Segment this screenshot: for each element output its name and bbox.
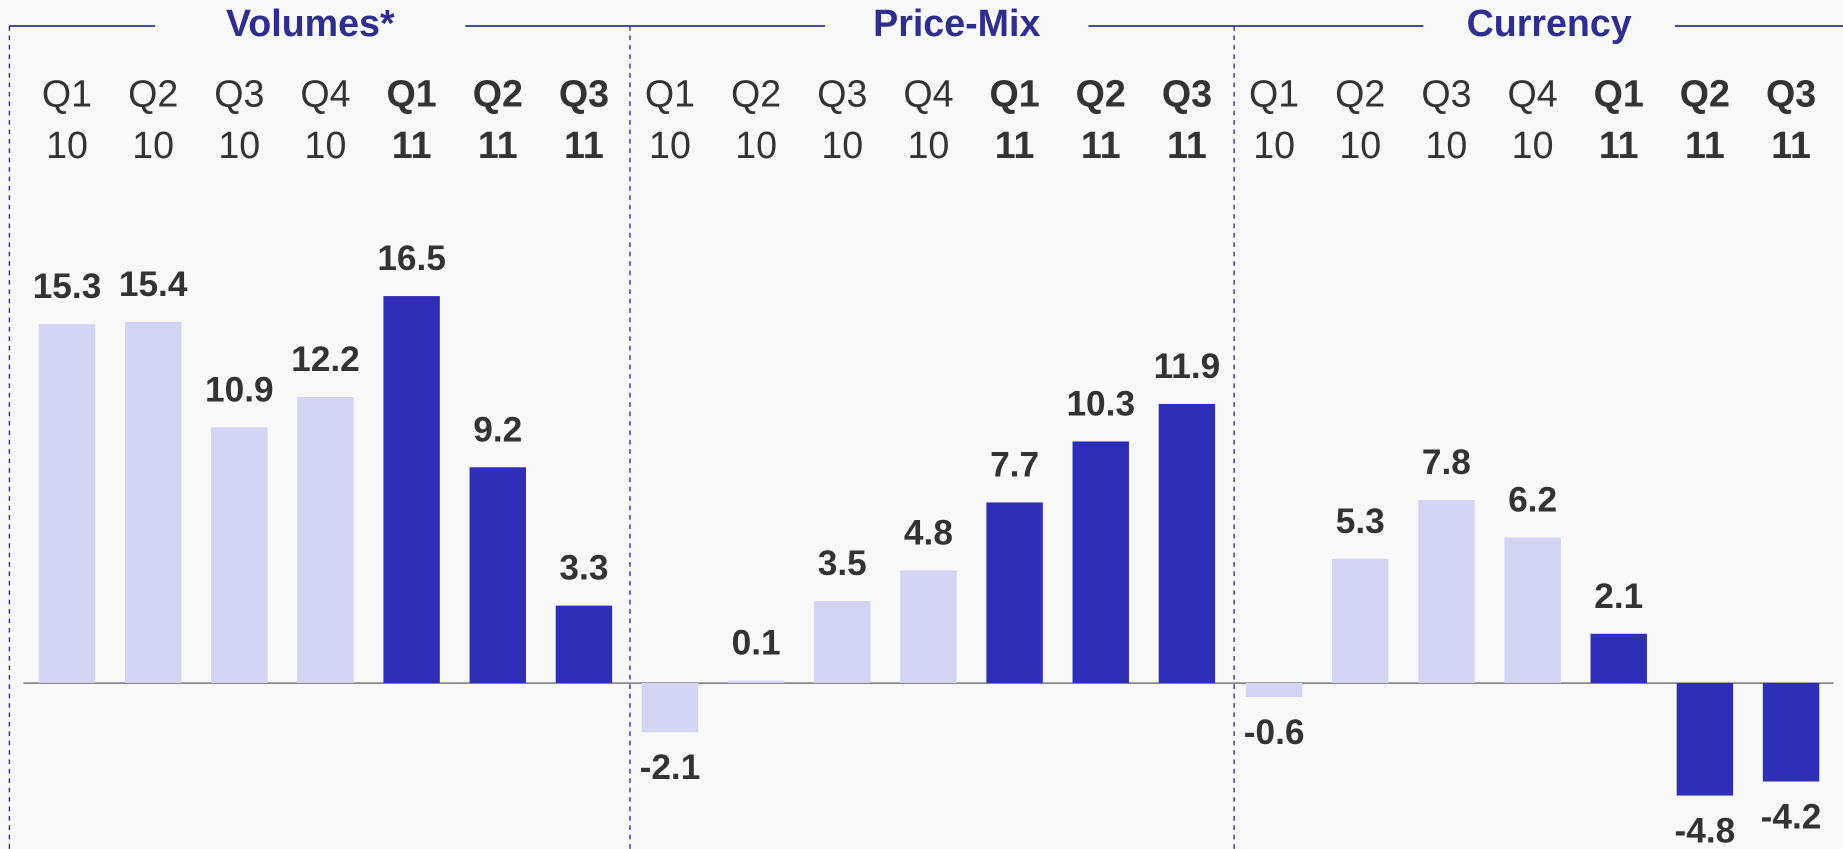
x-tick-label: 11 bbox=[392, 124, 432, 166]
x-tick-label: 11 bbox=[1599, 124, 1639, 166]
bar bbox=[986, 502, 1043, 684]
x-tick-label: Q4 bbox=[300, 73, 350, 115]
bar bbox=[124, 321, 182, 684]
data-label: 9.2 bbox=[473, 410, 522, 449]
bar bbox=[1418, 500, 1475, 684]
x-tick-label: 10 bbox=[218, 124, 260, 166]
x-tick-label: 10 bbox=[1512, 124, 1554, 166]
bar bbox=[1504, 537, 1561, 684]
data-label: 16.5 bbox=[377, 239, 446, 278]
bar bbox=[1158, 403, 1216, 684]
x-tick-label: 10 bbox=[908, 124, 950, 166]
data-label: 3.3 bbox=[559, 549, 608, 588]
data-label: -4.2 bbox=[1761, 797, 1822, 836]
data-label: 0.1 bbox=[732, 624, 781, 663]
x-tick-label: 11 bbox=[1771, 124, 1811, 166]
x-tick-label: 10 bbox=[1253, 124, 1295, 166]
x-tick-label: Q1 bbox=[387, 73, 437, 115]
data-label: 12.2 bbox=[291, 340, 360, 379]
bar bbox=[1245, 683, 1303, 698]
data-label: 3.5 bbox=[818, 544, 867, 583]
data-label: 7.7 bbox=[990, 445, 1039, 484]
bar bbox=[555, 605, 613, 684]
data-label: -2.1 bbox=[640, 748, 701, 787]
x-tick-label: 10 bbox=[821, 124, 863, 166]
x-tick-label: 11 bbox=[1081, 124, 1121, 166]
panel-title: Currency bbox=[1467, 2, 1632, 44]
x-tick-label: 10 bbox=[735, 124, 777, 166]
panel-title: Price-Mix bbox=[873, 2, 1040, 44]
x-tick-label: Q2 bbox=[473, 73, 523, 115]
x-tick-label: Q4 bbox=[1507, 73, 1557, 115]
bar bbox=[814, 600, 871, 684]
bar bbox=[1072, 441, 1129, 684]
bar bbox=[469, 467, 526, 684]
bar bbox=[297, 396, 354, 684]
x-tick-label: 11 bbox=[478, 124, 518, 166]
bar bbox=[1676, 683, 1734, 796]
x-tick-label: 11 bbox=[564, 124, 604, 166]
x-tick-label: Q1 bbox=[42, 73, 92, 115]
bar bbox=[383, 296, 440, 684]
x-tick-label: 10 bbox=[46, 124, 88, 166]
x-tick-label: Q2 bbox=[128, 73, 178, 115]
x-tick-label: 11 bbox=[1685, 124, 1725, 166]
data-label: 11.9 bbox=[1154, 347, 1221, 386]
x-tick-label: 10 bbox=[305, 124, 347, 166]
bar bbox=[1332, 558, 1389, 684]
data-label: 4.8 bbox=[904, 513, 953, 552]
data-label: 7.8 bbox=[1422, 443, 1471, 482]
bar bbox=[1590, 633, 1647, 684]
x-tick-label: Q3 bbox=[1162, 73, 1212, 115]
x-tick-label: Q3 bbox=[1766, 73, 1816, 115]
bar bbox=[641, 683, 699, 733]
data-label: 5.3 bbox=[1336, 502, 1385, 541]
data-label: 15.4 bbox=[119, 265, 188, 304]
data-label: 15.3 bbox=[33, 267, 102, 306]
x-tick-label: Q1 bbox=[1594, 73, 1644, 115]
bar bbox=[1762, 683, 1820, 782]
x-tick-label: Q2 bbox=[1680, 73, 1730, 115]
data-label: -4.8 bbox=[1675, 812, 1736, 849]
data-label: 10.9 bbox=[205, 370, 274, 409]
data-label: 2.1 bbox=[1594, 577, 1643, 616]
x-tick-label: 10 bbox=[1426, 124, 1468, 166]
bar bbox=[211, 427, 268, 684]
data-label: 10.3 bbox=[1066, 385, 1135, 424]
x-tick-label: Q1 bbox=[990, 73, 1040, 115]
data-label: 6.2 bbox=[1508, 481, 1557, 520]
x-tick-label: Q4 bbox=[903, 73, 953, 115]
x-tick-label: 10 bbox=[132, 124, 174, 166]
x-tick-label: 11 bbox=[995, 124, 1035, 166]
x-tick-label: Q1 bbox=[1249, 73, 1299, 115]
x-tick-label: Q2 bbox=[1335, 73, 1385, 115]
bar bbox=[38, 324, 96, 684]
panel-title: Volumes* bbox=[226, 2, 395, 44]
bar bbox=[727, 680, 785, 684]
x-tick-label: Q3 bbox=[214, 73, 264, 115]
x-tick-label: Q2 bbox=[1076, 73, 1126, 115]
x-tick-label: 10 bbox=[1339, 124, 1381, 166]
bar bbox=[900, 570, 957, 684]
x-tick-label: Q2 bbox=[731, 73, 781, 115]
x-tick-label: 11 bbox=[1167, 124, 1207, 166]
x-tick-label: Q3 bbox=[817, 73, 867, 115]
x-tick-label: Q1 bbox=[645, 73, 695, 115]
x-tick-label: 10 bbox=[649, 124, 691, 166]
data-label: -0.6 bbox=[1244, 713, 1305, 752]
x-tick-label: Q3 bbox=[559, 73, 609, 115]
x-tick-label: Q3 bbox=[1421, 73, 1471, 115]
